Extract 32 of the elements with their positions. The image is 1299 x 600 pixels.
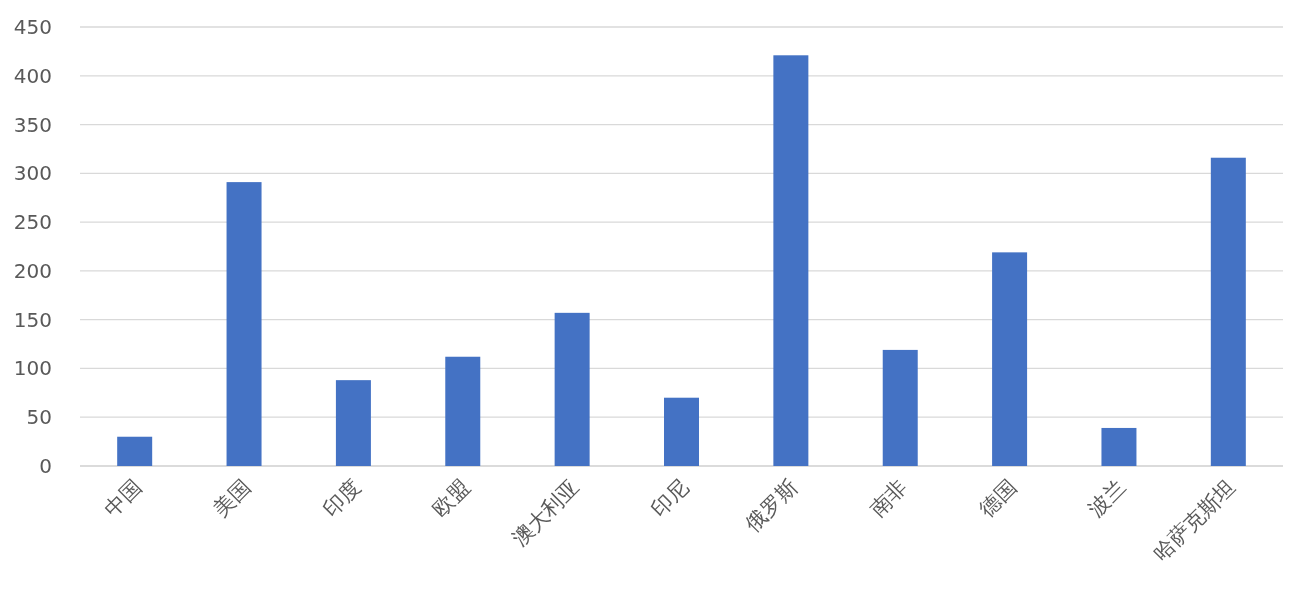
y-tick-label: 100 [13, 356, 52, 381]
x-tick-label: 德国 [974, 474, 1022, 522]
y-tick-label: 250 [13, 210, 52, 235]
bar [664, 397, 699, 466]
x-tick-label: 俄罗斯 [740, 474, 803, 537]
y-tick-label: 400 [13, 63, 52, 88]
x-tick-label: 印度 [318, 474, 365, 522]
bar [1210, 157, 1246, 466]
x-tick-label: 中国 [99, 474, 147, 522]
bar [226, 182, 262, 466]
y-tick-label: 350 [13, 112, 52, 137]
x-tick-label: 哈萨克斯坦 [1148, 474, 1240, 566]
bar [117, 436, 153, 466]
x-tick-label: 南非 [865, 474, 912, 522]
bar [992, 252, 1028, 466]
y-tick-label: 450 [13, 15, 52, 39]
bar [335, 380, 371, 466]
bar [554, 312, 590, 466]
y-tick-label: 50 [26, 405, 52, 430]
x-tick-label: 澳大利亚 [507, 474, 584, 551]
bar [1101, 427, 1137, 466]
y-tick-label: 300 [13, 161, 52, 186]
bar [445, 356, 481, 466]
x-tick-label: 美国 [208, 474, 256, 522]
bar [882, 349, 918, 466]
x-tick-label: 波兰 [1083, 474, 1131, 522]
x-tick-label: 印尼 [646, 474, 694, 522]
y-tick-label: 200 [13, 258, 52, 283]
bar [773, 55, 809, 466]
x-tick-label: 欧盟 [427, 474, 475, 522]
y-tick-label: 150 [13, 307, 52, 332]
y-tick-label: 0 [39, 454, 52, 478]
